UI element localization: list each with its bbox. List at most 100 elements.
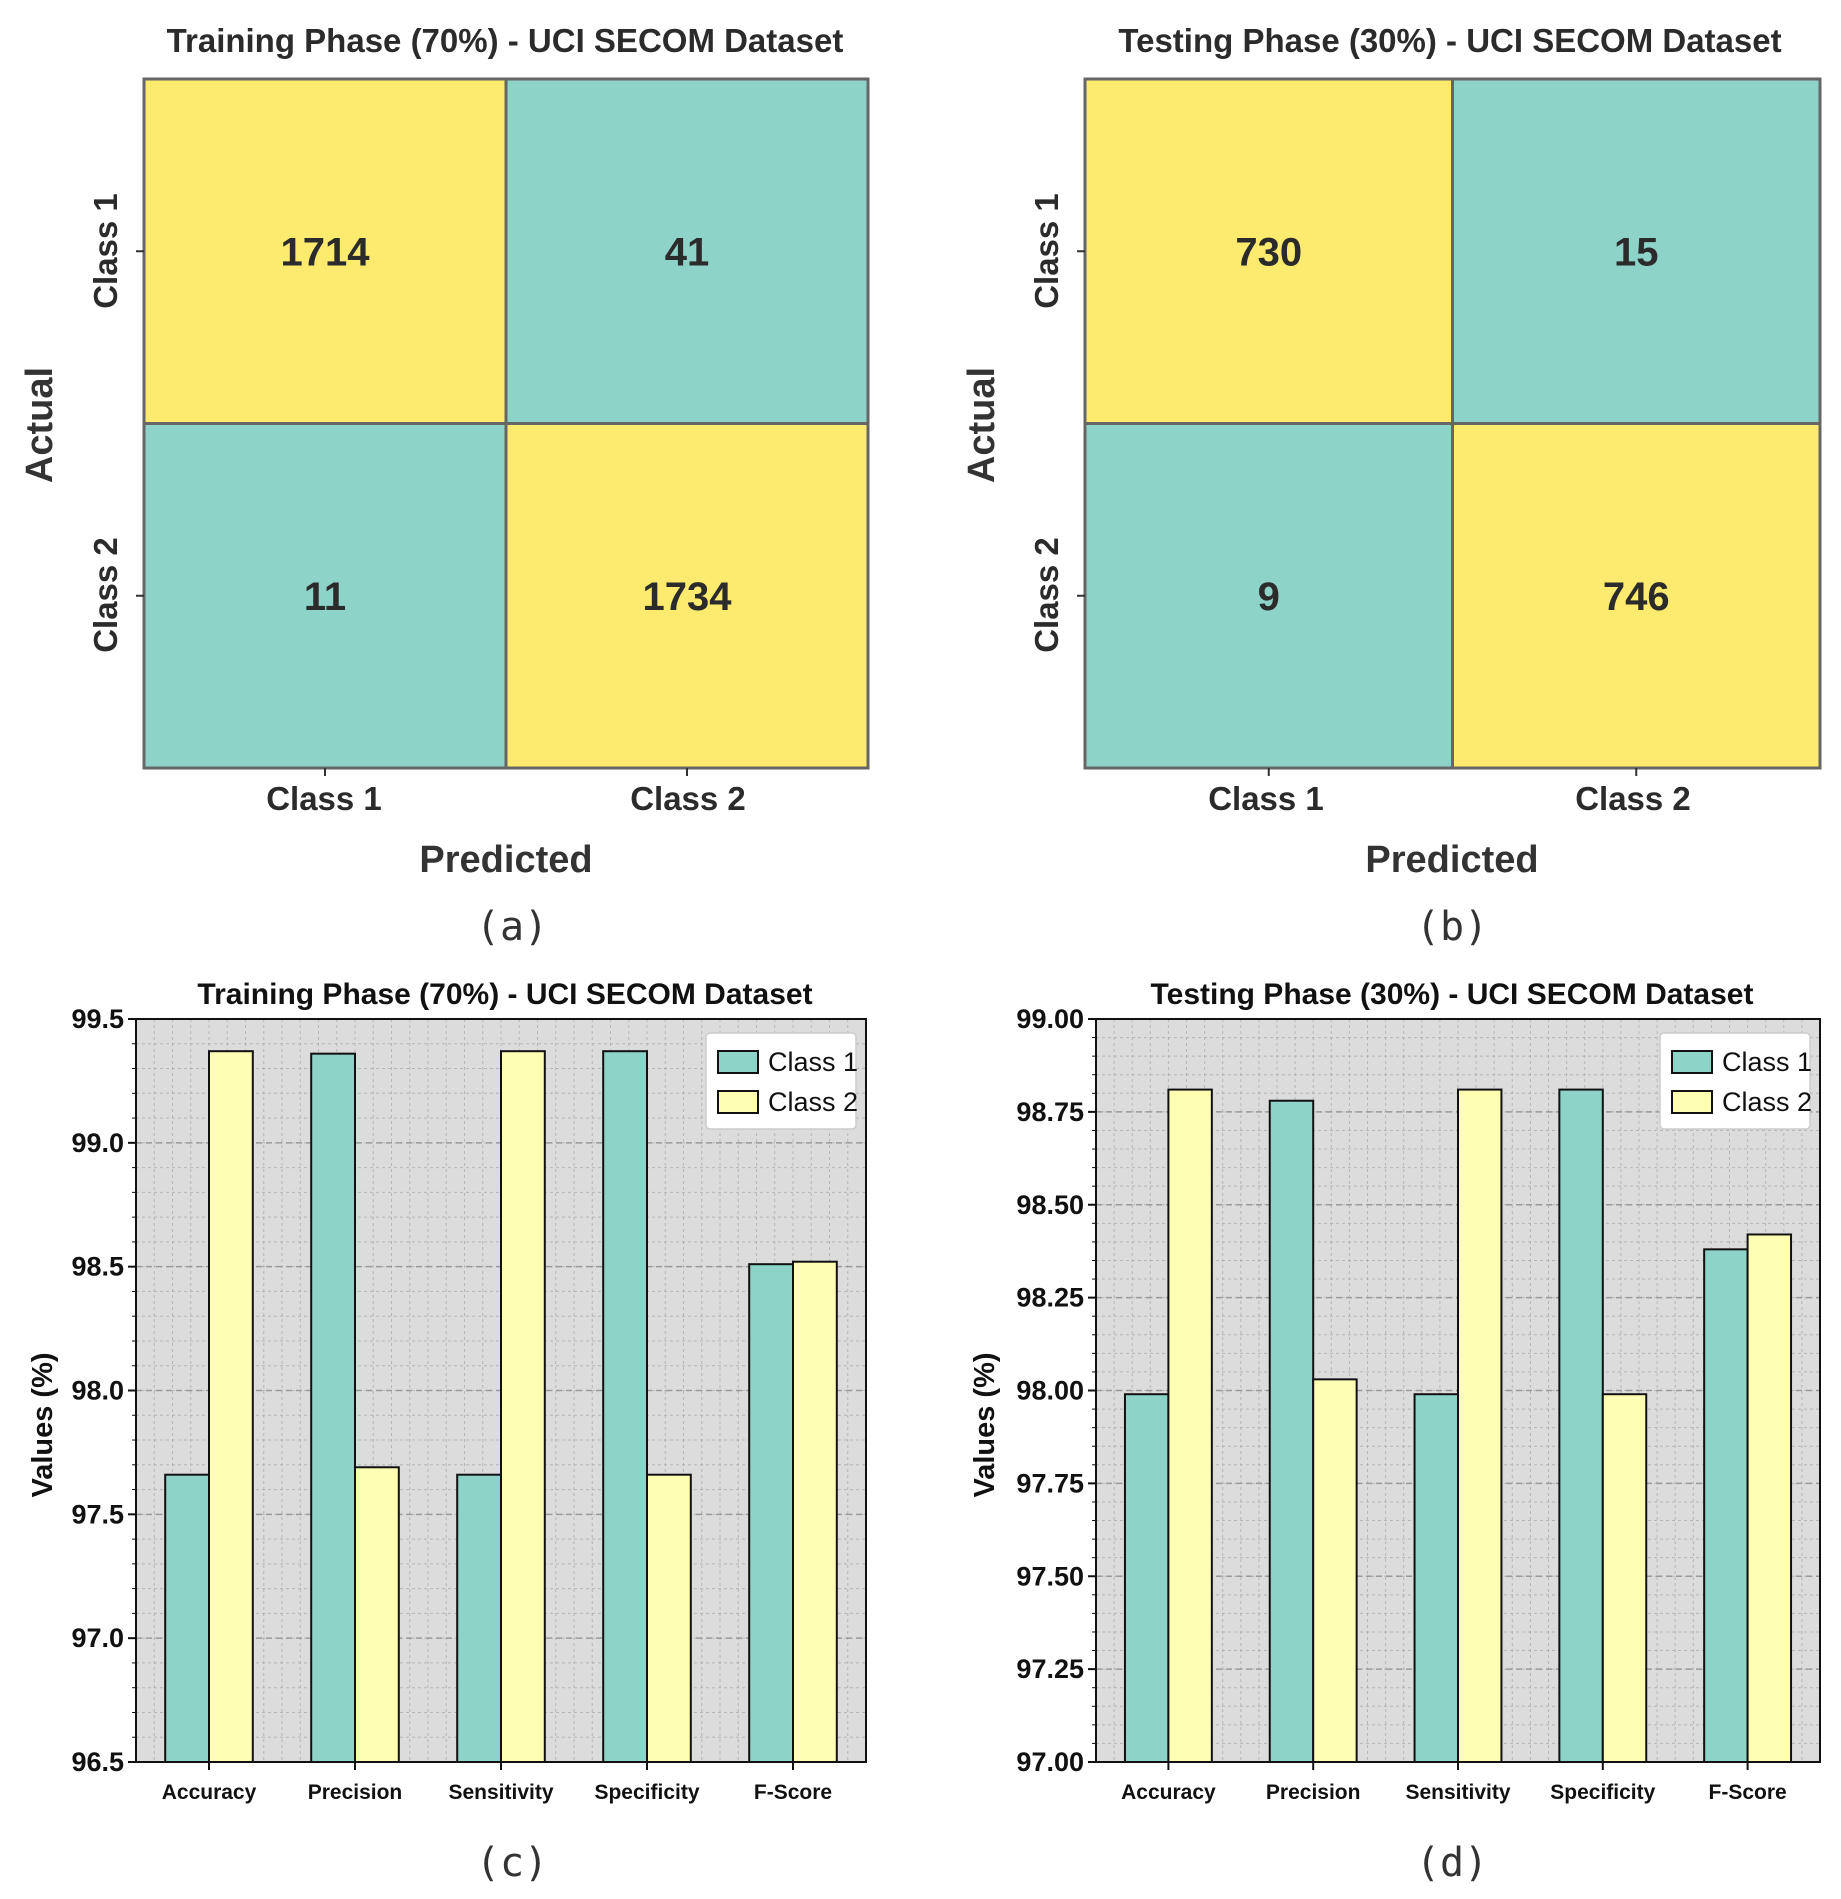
x-axis-label: Predicted [1365,839,1538,881]
x-tick-label: Class 2 [1575,780,1691,817]
y-tick-label: Class 2 [87,537,124,653]
x-tick-label: Specificity [1550,1781,1655,1804]
x-axis-label: Predicted [419,839,592,881]
y-tick-label: 99.0 [71,1128,124,1158]
x-tick-label: Accuracy [1121,1781,1216,1804]
x-tick-label: F-Score [754,1781,832,1804]
x-tick-label: Precision [308,1781,403,1804]
bar-class-2 [1746,1233,1793,1763]
matrix-cell [1083,422,1454,770]
cell-value: 1714 [281,230,371,274]
x-tick-label: Precision [1266,1781,1361,1804]
x-tick-label: Accuracy [162,1781,257,1804]
x-tick-label: Class 2 [630,780,746,817]
bar-class-1 [1268,1099,1315,1763]
panel-caption: (d) [1416,1840,1488,1886]
y-tick-label: 98.25 [1016,1283,1084,1313]
y-tick-label: Class 2 [1028,537,1065,653]
bar-class-1 [310,1052,357,1763]
legend-swatch [1671,1050,1713,1074]
bar-class-2 [500,1050,546,1763]
matrix-cell [504,77,870,425]
y-tick-label: 97.0 [71,1623,124,1653]
confusion-matrix-training: Training Phase (70%) - UCI SECOM Dataset… [19,22,870,950]
y-tick-label: 97.50 [1016,1561,1084,1591]
legend-swatch [717,1050,759,1074]
cell-value: 15 [1614,230,1659,274]
bar-class-2 [792,1260,838,1764]
y-tick-label: 97.00 [1016,1747,1084,1777]
y-tick-label: 96.5 [71,1747,124,1777]
y-tick-label: 98.75 [1016,1097,1084,1127]
legend-swatch [717,1090,759,1114]
y-tick-label: 98.5 [71,1252,124,1282]
bar-class-2 [354,1466,400,1763]
bar-chart-testing: Testing Phase (30%) - UCI SECOM Dataset … [969,978,1821,1886]
bar-class-1 [1703,1248,1749,1763]
matrix-cell [1451,77,1822,425]
y-tick-label: 97.75 [1016,1468,1084,1498]
y-tick-label: 98.00 [1016,1376,1084,1406]
bar-class-1 [1413,1393,1460,1763]
x-tick-label: Sensitivity [448,1781,553,1804]
matrix-cell [142,422,508,770]
y-axis-label: Actual [961,367,1003,483]
legend-label: Class 2 [1722,1087,1812,1117]
y-tick-label: 99.5 [71,1004,124,1034]
x-tick-label: Specificity [594,1781,699,1804]
plot-area: 96.5 97.0 97.5 98.0 98.5 99.0 99.5 Accuracy Prec… [71,1004,867,1804]
matrix-cell [504,422,870,770]
chart-title: Training Phase (70%) - UCI SECOM Dataset [197,978,812,1011]
bar-class-1 [164,1473,210,1763]
plot-area: 97.00 97.25 97.50 97.75 98.00 98.25 98.50 98.75… [1016,1004,1821,1804]
bar-class-1 [748,1263,795,1763]
bar-class-1 [1123,1393,1170,1763]
bar-class-1 [456,1473,503,1763]
cell-value: 11 [304,575,346,619]
matrix-cell [142,77,508,425]
chart-title: Testing Phase (30%) - UCI SECOM Dataset [1151,978,1754,1011]
cell-value: 41 [665,230,710,274]
y-tick-label: Class 1 [87,193,124,309]
bar-chart-training: Training Phase (70%) - UCI SECOM Dataset… [27,978,867,1886]
cell-value: 746 [1603,575,1670,619]
bar-class-1 [602,1050,649,1763]
chart-title: Testing Phase (30%) - UCI SECOM Dataset [1118,22,1781,59]
matrix-cells: 730 15 9 746 [1077,77,1822,776]
y-axis-label: Values (%) [969,1352,1001,1497]
y-tick-label: 97.25 [1016,1654,1084,1684]
y-axis-label: Actual [19,367,61,483]
chart-title: Training Phase (70%) - UCI SECOM Dataset [167,22,844,59]
y-tick-label: 98.0 [71,1376,124,1406]
y-tick-label: Class 1 [1028,193,1065,309]
y-tick-label: 99.00 [1016,1004,1084,1034]
bar-class-2 [646,1473,692,1763]
matrix-cell [1451,422,1822,770]
y-axis-label: Values (%) [27,1352,59,1497]
x-tick-label: Class 1 [266,780,382,817]
cell-value: 1734 [643,575,733,619]
bar-class-2 [208,1050,254,1763]
legend-label: Class 1 [768,1047,858,1077]
panel-caption: (b) [1416,904,1488,950]
legend-label: Class 1 [1722,1047,1812,1077]
bar-class-2 [1457,1088,1503,1763]
legend-swatch [1671,1090,1713,1114]
x-tick-label: Class 1 [1208,780,1324,817]
matrix-cells: 1714 41 11 1734 [136,77,870,776]
panel-caption: (a) [476,904,548,950]
x-tick-label: Sensitivity [1405,1781,1510,1804]
bar-class-2 [1312,1378,1358,1763]
y-tick-label: 98.50 [1016,1190,1084,1220]
cell-value: 9 [1258,575,1280,619]
bar-class-2 [1167,1088,1213,1763]
cell-value: 730 [1235,230,1302,274]
bar-class-1 [1558,1088,1604,1763]
x-tick-label: F-Score [1709,1781,1787,1804]
bar-class-2 [1601,1393,1648,1763]
panel-caption: (c) [476,1840,548,1886]
plot-frame [1095,1018,1821,1763]
legend-label: Class 2 [768,1087,858,1117]
y-tick-label: 97.5 [71,1499,124,1529]
